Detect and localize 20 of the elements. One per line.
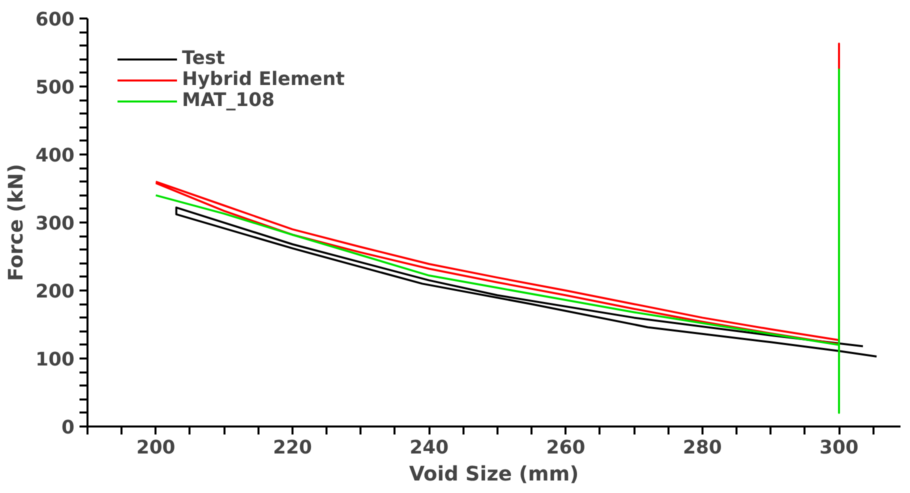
y-tick-label: 600	[36, 10, 75, 30]
x-tick-label: 260	[546, 438, 586, 458]
y-axis-title: Force (kN)	[4, 164, 28, 282]
x-tick-label: 300	[820, 438, 859, 458]
x-axis-title: Void Size (mm)	[409, 462, 579, 486]
line-series	[154, 68, 840, 414]
y-tick-label: 0	[62, 418, 75, 438]
x-tick-label: 280	[682, 438, 722, 458]
x-tick-label: 240	[410, 438, 449, 458]
line-series	[175, 206, 878, 358]
y-tick-label: 300	[36, 214, 75, 234]
y-tick-label: 400	[36, 146, 75, 166]
y-tick-label: 200	[36, 282, 75, 302]
y-tick-label: 500	[36, 78, 75, 98]
x-tick-label: 200	[136, 438, 176, 458]
x-tick-label: 220	[272, 438, 312, 458]
legend-label: MAT_108	[182, 90, 275, 111]
legend-label: Hybrid Element	[182, 69, 345, 90]
y-tick-label: 100	[36, 350, 75, 370]
legend-label: Test	[182, 48, 225, 69]
